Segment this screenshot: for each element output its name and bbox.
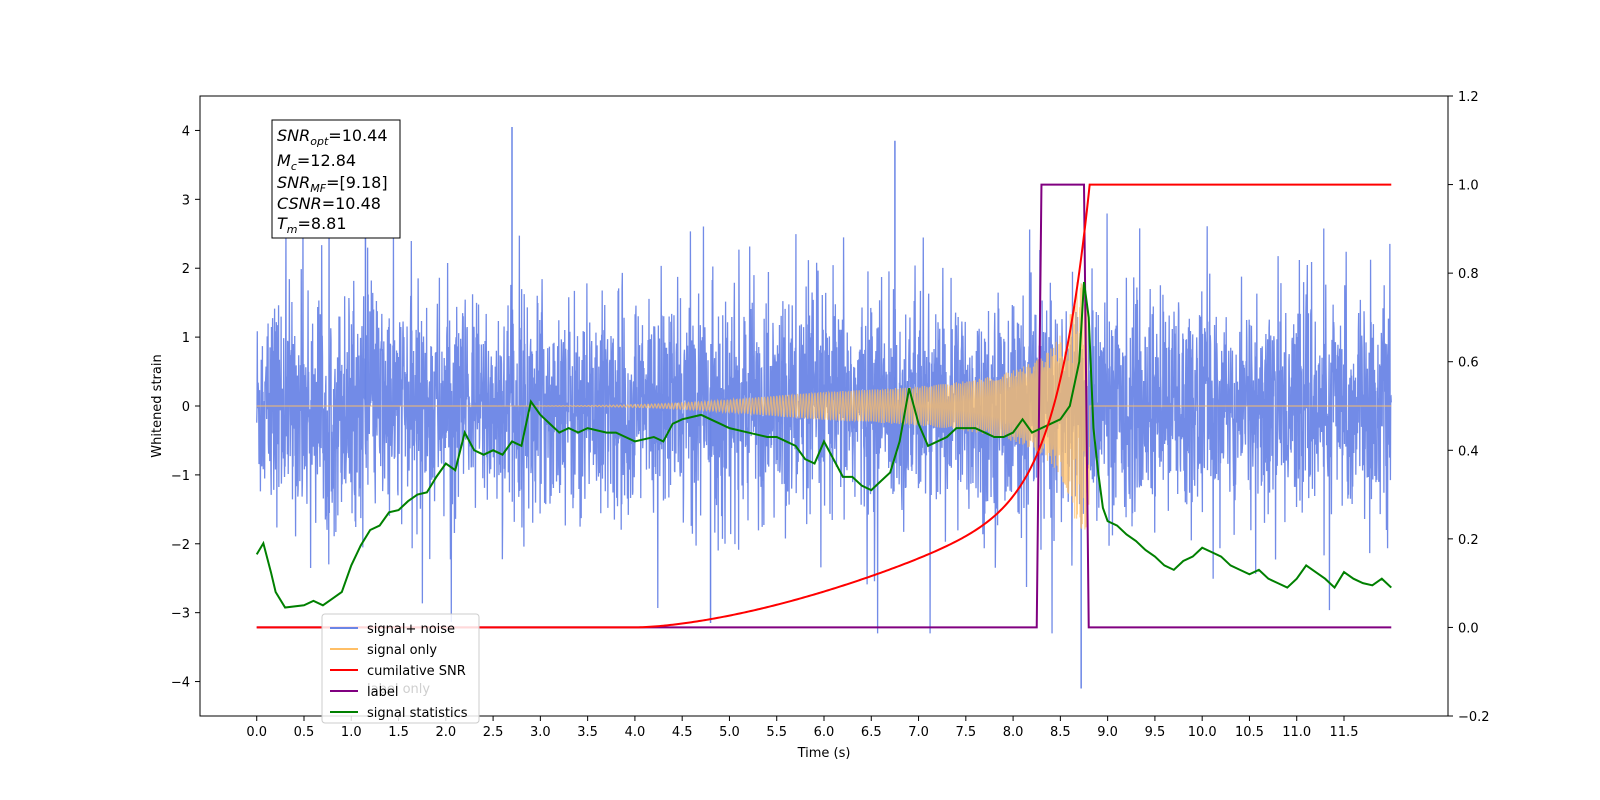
y2-tick-label-1: 1.0 xyxy=(1458,179,1479,194)
plot-area xyxy=(255,127,1392,689)
legend: label only signal+ noise signal only cumil… xyxy=(321,613,480,724)
cumulative-snr-line xyxy=(256,183,1392,629)
y-tick-label-2: 2 xyxy=(182,262,190,277)
info-box-frame xyxy=(271,119,401,239)
x-tick-label-17: 8.5 xyxy=(1050,725,1071,740)
x-tick-label-4: 2.0 xyxy=(435,725,456,740)
y2-tick-label-5: 0.2 xyxy=(1458,533,1479,548)
y-tick-label-7: −3 xyxy=(171,607,190,622)
x-tick-label-5: 2.5 xyxy=(483,725,504,740)
x-tick-label-1: 0.5 xyxy=(294,725,315,740)
info-mc: Mc=12.84 xyxy=(277,151,356,173)
signal-only-series xyxy=(256,282,1392,530)
x-tick-label-2: 1.0 xyxy=(341,725,362,740)
x-tick-label-19: 9.5 xyxy=(1145,725,1166,740)
y-axis-ticks: 4 3 2 1 0 −1 −2 −3 −4 xyxy=(171,124,200,691)
y-tick-label-4: 0 xyxy=(182,400,190,415)
x-tick-label-15: 7.5 xyxy=(955,725,976,740)
x-tick-label-23: 11.5 xyxy=(1330,725,1359,740)
y-tick-label-5: −1 xyxy=(171,469,190,484)
info-tm: Tm=8.81 xyxy=(277,214,347,236)
y-tick-label-1: 3 xyxy=(182,193,190,208)
y-tick-label-0: 4 xyxy=(182,124,190,139)
legend-label-2: cumilative SNR xyxy=(367,664,466,679)
y-tick-label-3: 1 xyxy=(182,331,190,346)
label-series xyxy=(256,183,1392,629)
legend-ghost-text: label only xyxy=(367,682,430,697)
x-tick-label-14: 7.0 xyxy=(908,725,929,740)
y-axis-label: Whitened strain xyxy=(150,354,165,457)
x-tick-label-11: 5.5 xyxy=(766,725,787,740)
info-box: SNRopt=10.44 Mc=12.84 SNRMF=[9.18] CSNR=… xyxy=(271,119,401,239)
x-tick-label-0: 0.0 xyxy=(246,725,267,740)
y-tick-label-6: −2 xyxy=(171,538,190,553)
x-tick-label-10: 5.0 xyxy=(719,725,740,740)
legend-label-0: signal+ noise xyxy=(367,622,455,637)
y2-tick-label-0: 1.2 xyxy=(1458,90,1479,105)
y2-tick-label-6: 0.0 xyxy=(1458,621,1479,636)
info-snr-mf: SNRMF=[9.18] xyxy=(277,173,388,195)
x-tick-label-7: 3.5 xyxy=(577,725,598,740)
x-tick-label-9: 4.5 xyxy=(672,725,693,740)
cumulative-snr-series xyxy=(256,183,1392,629)
y2-tick-label-7: −0.2 xyxy=(1458,710,1490,725)
x-tick-label-6: 3.0 xyxy=(530,725,551,740)
y2-tick-label-4: 0.4 xyxy=(1458,444,1479,459)
signal-noise-line xyxy=(256,171,1392,634)
y2-axis-ticks: 1.2 1.0 0.8 0.6 0.4 0.2 0.0 −0.2 xyxy=(1448,90,1490,725)
x-tick-label-13: 6.5 xyxy=(861,725,882,740)
info-snr-opt: SNRopt=10.44 xyxy=(277,126,388,148)
x-tick-label-20: 10.0 xyxy=(1188,725,1217,740)
x-tick-label-22: 11.0 xyxy=(1282,725,1311,740)
legend-frame xyxy=(321,613,480,724)
x-tick-label-8: 4.0 xyxy=(625,725,646,740)
signal-statistics-line xyxy=(255,281,1392,609)
x-axis-label: Time (s) xyxy=(797,746,851,761)
signal-statistics-series xyxy=(255,281,1392,609)
signal-only-line xyxy=(256,282,1392,530)
x-axis-ticks: 0.0 0.5 1.0 1.5 2.0 2.5 3.0 3.5 4.0 4.5 5.0 5.5 6.0 6… xyxy=(246,716,1358,740)
y2-tick-label-2: 0.8 xyxy=(1458,267,1479,282)
y-tick-label-8: −4 xyxy=(171,676,190,691)
x-tick-label-3: 1.5 xyxy=(388,725,409,740)
info-csnr: CSNR=10.48 xyxy=(277,194,381,213)
x-tick-label-12: 6.0 xyxy=(814,725,835,740)
label-line xyxy=(256,183,1392,629)
x-tick-label-21: 10.5 xyxy=(1235,725,1264,740)
legend-label-1: signal only xyxy=(367,643,437,658)
x-tick-label-18: 9.0 xyxy=(1097,725,1118,740)
legend-label-3: label xyxy=(367,685,398,700)
y2-tick-label-3: 0.6 xyxy=(1458,356,1479,371)
x-tick-label-16: 8.0 xyxy=(1003,725,1024,740)
legend-label-4: signal statistics xyxy=(367,706,468,721)
